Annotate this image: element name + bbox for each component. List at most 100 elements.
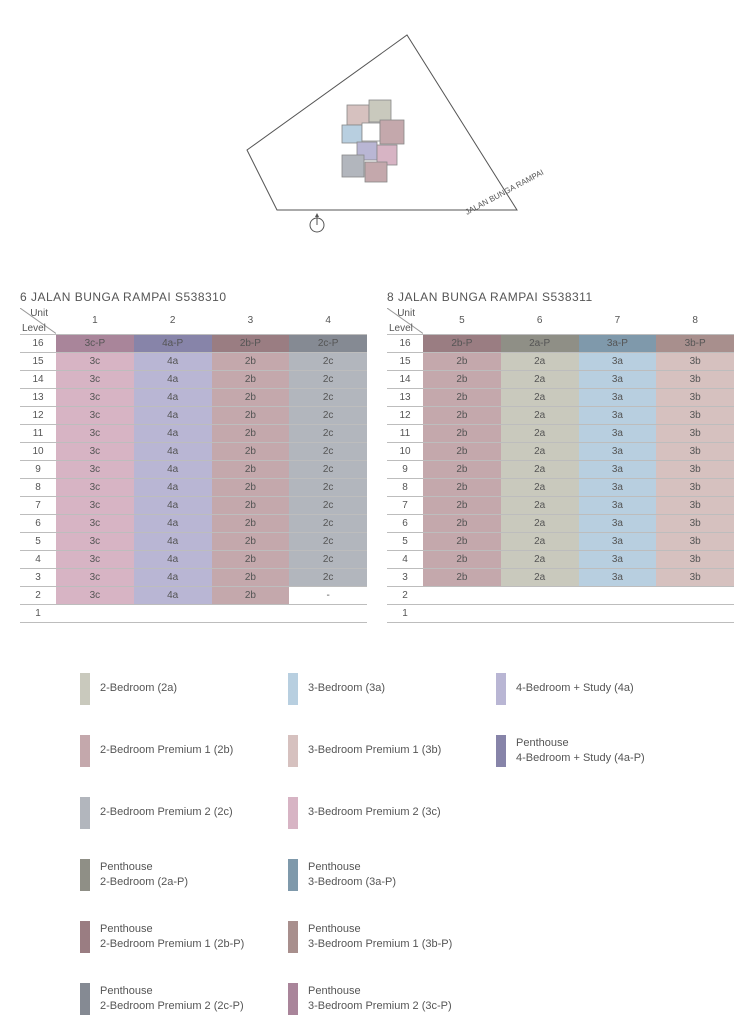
unit-cell: 4a <box>134 460 212 478</box>
level-cell: 16 <box>20 334 56 352</box>
legend-label: 3-Bedroom Premium 1 (3b) <box>308 743 441 757</box>
table-row: 43c4a2b2c <box>20 550 367 568</box>
unit-cell: 3c <box>56 388 134 406</box>
unit-cell: 2c <box>289 532 367 550</box>
level-cell: 7 <box>20 496 56 514</box>
unit-cell: 2c <box>289 496 367 514</box>
unit-cell: 2b <box>423 370 501 388</box>
table-row: 112b2a3a3b <box>387 424 734 442</box>
unit-cell: 2b <box>423 352 501 370</box>
unit-cell <box>134 604 212 622</box>
legend-column: 3-Bedroom (3a)3-Bedroom Premium 1 (3b)3-… <box>288 673 466 1015</box>
legend-item: Penthouse4-Bedroom + Study (4a-P) <box>496 735 674 767</box>
unit-cell: 4a <box>134 370 212 388</box>
unit-cell: 3b <box>656 568 734 586</box>
legend-swatch <box>80 921 90 953</box>
level-cell: 4 <box>387 550 423 568</box>
unit-cell: 3b <box>656 406 734 424</box>
column-header: 8 <box>656 308 734 334</box>
legend-label: Penthouse2-Bedroom Premium 2 (2c-P) <box>100 984 244 1013</box>
unit-cell: 3a <box>579 388 657 406</box>
unit-cell: 3a-P <box>579 334 657 352</box>
legend-label: 2-Bedroom Premium 1 (2b) <box>100 743 233 757</box>
legend-label: 2-Bedroom (2a) <box>100 681 177 695</box>
unit-cell: 3c <box>56 496 134 514</box>
legend-swatch <box>80 859 90 891</box>
unit-cell: 4a <box>134 496 212 514</box>
unit-cell: 4a <box>134 388 212 406</box>
unit-cell: 3c <box>56 460 134 478</box>
unit-cell: 2b <box>212 550 290 568</box>
table-row: 133c4a2b2c <box>20 388 367 406</box>
unit-cell: 4a <box>134 406 212 424</box>
legend-label: Penthouse2-Bedroom Premium 1 (2b-P) <box>100 922 244 951</box>
unit-cell: 2a-P <box>501 334 579 352</box>
level-cell: 15 <box>387 352 423 370</box>
unit-cell: 3a <box>579 406 657 424</box>
level-cell: 10 <box>387 442 423 460</box>
unit-cell: 2a <box>501 568 579 586</box>
unit-cell <box>289 604 367 622</box>
table-row: 52b2a3a3b <box>387 532 734 550</box>
table-row: 142b2a3a3b <box>387 370 734 388</box>
level-cell: 6 <box>20 514 56 532</box>
unit-cell: 2a <box>501 388 579 406</box>
unit-cell: 3b <box>656 460 734 478</box>
legend-item: 2-Bedroom Premium 1 (2b) <box>80 735 258 767</box>
table-row: 53c4a2b2c <box>20 532 367 550</box>
unit-cell: 3a <box>579 460 657 478</box>
level-cell: 9 <box>20 460 56 478</box>
legend-swatch <box>496 673 506 705</box>
unit-cell: 3b <box>656 496 734 514</box>
table-row: 23c4a2b- <box>20 586 367 604</box>
unit-cell: 3c <box>56 424 134 442</box>
level-cell: 4 <box>20 550 56 568</box>
table-title: 8 JALAN BUNGA RAMPAI S538311 <box>387 290 734 304</box>
unit-cell: 2b <box>212 478 290 496</box>
unit-cell: 3c <box>56 568 134 586</box>
unit-cell: 3a <box>579 514 657 532</box>
legend-label: 2-Bedroom Premium 2 (2c) <box>100 805 233 819</box>
table-row: 123c4a2b2c <box>20 406 367 424</box>
table-row: 62b2a3a3b <box>387 514 734 532</box>
unit-cell: 4a-P <box>134 334 212 352</box>
unit-cell: 2c <box>289 478 367 496</box>
unit-cell: 3b <box>656 370 734 388</box>
unit-cell <box>579 604 657 622</box>
table-row: 63c4a2b2c <box>20 514 367 532</box>
unit-cell: 3b-P <box>656 334 734 352</box>
unit-cell: 2a <box>501 370 579 388</box>
legend-label: Penthouse3-Bedroom (3a-P) <box>308 860 396 889</box>
legend-item: 2-Bedroom Premium 2 (2c) <box>80 797 258 829</box>
unit-cell: 2b <box>423 496 501 514</box>
unit-cell: 2b <box>212 406 290 424</box>
level-cell: 8 <box>387 478 423 496</box>
level-cell: 2 <box>20 586 56 604</box>
table-row: 163c-P4a-P2b-P2c-P <box>20 334 367 352</box>
unit-cell: 3b <box>656 424 734 442</box>
legend-item: Penthouse3-Bedroom (3a-P) <box>288 859 466 891</box>
legend-label: Penthouse3-Bedroom Premium 1 (3b-P) <box>308 922 452 951</box>
level-cell: 1 <box>20 604 56 622</box>
unit-cell <box>656 604 734 622</box>
table-row: 153c4a2b2c <box>20 352 367 370</box>
legend-label: Penthouse3-Bedroom Premium 2 (3c-P) <box>308 984 452 1013</box>
unit-cell: 2b <box>423 568 501 586</box>
unit-cell: 3c <box>56 406 134 424</box>
unit-cell: 2c <box>289 514 367 532</box>
legend-item: Penthouse2-Bedroom (2a-P) <box>80 859 258 891</box>
unit-cell: 2b <box>423 460 501 478</box>
unit-cell: 3c-P <box>56 334 134 352</box>
unit-cell: 2b <box>212 460 290 478</box>
unit-cell: 3a <box>579 550 657 568</box>
level-cell: 13 <box>20 388 56 406</box>
unit-cell <box>56 604 134 622</box>
unit-cell <box>501 604 579 622</box>
table-title: 6 JALAN BUNGA RAMPAI S538310 <box>20 290 367 304</box>
level-cell: 14 <box>20 370 56 388</box>
legend-swatch <box>288 859 298 891</box>
unit-table: UnitLevel5678162b-P2a-P3a-P3b-P152b2a3a3… <box>387 308 734 623</box>
level-cell: 12 <box>20 406 56 424</box>
unit-cell: 4a <box>134 514 212 532</box>
column-header: 6 <box>501 308 579 334</box>
